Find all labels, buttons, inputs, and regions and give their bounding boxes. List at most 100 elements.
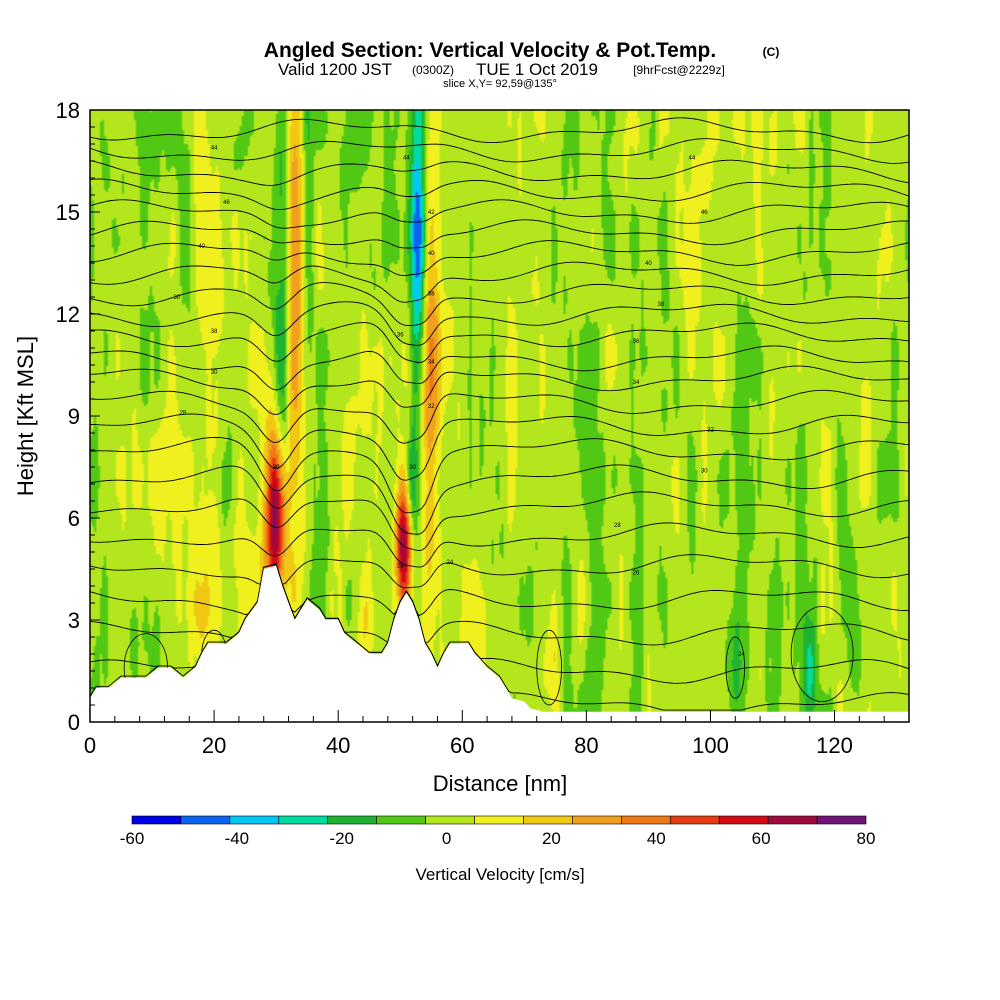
contour-label: 40 <box>645 261 652 267</box>
contour-label: 28 <box>614 523 621 529</box>
y-tick-label: 12 <box>56 302 80 327</box>
theta-contour-line <box>90 117 909 144</box>
colorbar-swatch <box>327 815 377 825</box>
colorbar-tick-label: 0 <box>442 829 451 848</box>
y-axis-label: Height [Kft MSL] <box>13 336 38 496</box>
colorbar-tick-labels: -60 -40 -20 0 20 40 60 80 <box>120 829 876 848</box>
theta-contour-cell <box>536 629 562 706</box>
theta-contour-line <box>90 345 909 391</box>
y-tick-label: 0 <box>68 710 80 735</box>
colorbar-swatch <box>425 815 475 825</box>
theta-contour-line <box>90 491 909 552</box>
y-tick-label: 15 <box>56 200 80 225</box>
x-tick-label: 120 <box>816 733 853 758</box>
colorbar-swatch <box>131 815 182 825</box>
contour-label: 44 <box>403 156 410 162</box>
contour-label: 34 <box>428 360 435 366</box>
theta-contour-line <box>90 219 909 249</box>
colorbar-swatch <box>669 815 720 825</box>
theta-contour-line <box>90 554 909 589</box>
contour-label: 40 <box>198 244 205 250</box>
terrain-mask <box>90 565 909 722</box>
theta-contour-line <box>90 563 909 684</box>
colorbar-swatch <box>474 815 524 825</box>
colorbar-swatch <box>621 815 671 825</box>
contour-label: 40 <box>428 251 435 257</box>
theta-contour-line <box>90 413 909 481</box>
theta-contour-line <box>90 178 909 211</box>
contour-label: 36 <box>397 332 404 338</box>
theta-contour-line <box>90 159 909 186</box>
contour-label: 44 <box>211 145 218 151</box>
x-tick-label: 80 <box>574 733 598 758</box>
contour-label: 30 <box>174 295 181 301</box>
colorbar-tick-label: -40 <box>225 829 250 848</box>
contour-label: 26 <box>633 570 640 576</box>
theta-contour-line <box>90 322 909 363</box>
x-axis-label: Distance [nm] <box>433 771 568 796</box>
x-axis-ticks: 0 20 40 60 80 100 120 <box>84 710 910 758</box>
contour-label: 36 <box>633 339 640 345</box>
colorbar-swatch <box>572 815 622 825</box>
colorbar-title: Vertical Velocity [cm/s] <box>415 865 584 884</box>
contour-label: 32 <box>428 404 435 410</box>
contour-label: 38 <box>211 329 218 335</box>
y-axis-ticks: 0 3 6 9 12 15 18 <box>56 98 100 735</box>
contour-label: 30 <box>701 468 708 474</box>
theta-contour-line <box>90 389 909 444</box>
colorbar-swatch <box>523 815 573 825</box>
theta-contour-line <box>90 282 909 326</box>
subtitle-date: TUE 1 Oct 2019 <box>476 60 598 79</box>
contour-label: 46 <box>223 200 230 206</box>
contour-labels: 30 40 46 44 38 30 28 30 44 42 40 38 36 34 32 30 28 24 44 46… <box>174 145 746 658</box>
slice-info: slice X,Y= 92,59@135° <box>443 78 557 90</box>
chart-title: Angled Section: Vertical Velocity & Pot.… <box>264 39 716 62</box>
theta-contour-line <box>90 464 909 535</box>
title-block: Angled Section: Vertical Velocity & Pot.… <box>264 39 780 90</box>
contour-label: 30 <box>409 465 416 471</box>
theta-contour-line <box>90 301 909 346</box>
contour-label: 24 <box>738 652 745 658</box>
theta-contour-line <box>90 563 909 646</box>
theta-contour-line <box>90 240 909 276</box>
contour-label: 46 <box>701 210 708 216</box>
y-tick-label: 9 <box>68 404 80 429</box>
subtitle-forecast: [9hrFcst@2229z] <box>633 63 725 77</box>
contour-label: 32 <box>707 428 714 434</box>
theta-contour-cell <box>790 606 854 703</box>
contour-label: 38 <box>657 302 664 308</box>
contour-label: 28 <box>180 411 187 417</box>
potential-temperature-contours <box>90 117 909 711</box>
contour-label: 24 <box>447 560 454 566</box>
theta-contour-line <box>90 563 909 617</box>
colorbar-tick-label: -20 <box>329 829 354 848</box>
contour-label: 38 <box>428 292 435 298</box>
theta-contour-line <box>90 365 909 415</box>
contour-label: 30 <box>211 370 218 376</box>
theta-contour-cell <box>725 636 745 699</box>
x-tick-label: 100 <box>692 733 729 758</box>
y-tick-label: 3 <box>68 608 80 633</box>
y-tick-label: 18 <box>56 98 80 123</box>
x-tick-label: 0 <box>84 733 96 758</box>
contour-label: 34 <box>633 380 640 386</box>
contour-label: 30 <box>273 465 280 471</box>
theta-contour-line <box>90 261 909 303</box>
theta-contour-line <box>90 138 909 164</box>
theta-contour-line <box>90 436 909 514</box>
theta-contour-line <box>90 522 909 568</box>
theta-contour-line <box>90 199 909 229</box>
colorbar-swatch <box>718 815 769 825</box>
colorbar-swatch <box>229 815 280 825</box>
x-tick-label: 40 <box>326 733 350 758</box>
colorbar <box>131 815 867 825</box>
colorbar-swatch <box>180 815 231 825</box>
colorbar-swatch <box>816 815 867 825</box>
colorbar-tick-label: 60 <box>752 829 771 848</box>
colorbar-tick-label: 80 <box>857 829 876 848</box>
contour-label: 44 <box>688 156 695 162</box>
chart-title-unit: (C) <box>763 45 780 59</box>
colorbar-swatch <box>376 815 426 825</box>
colorbar-tick-label: 20 <box>542 829 561 848</box>
